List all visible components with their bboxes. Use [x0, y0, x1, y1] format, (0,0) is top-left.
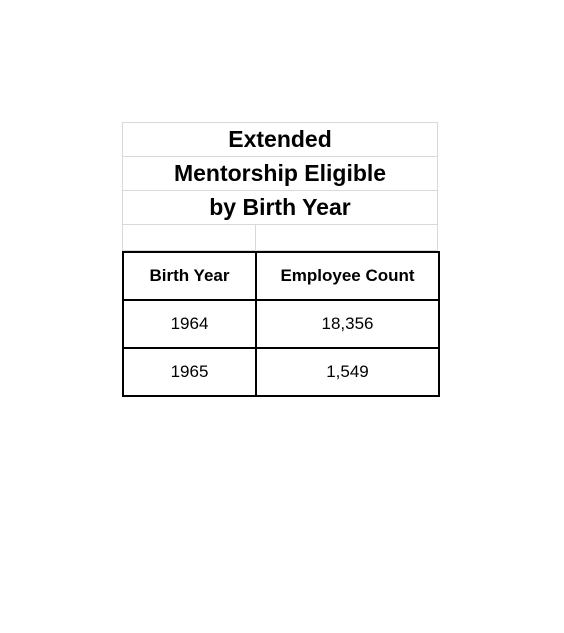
- spreadsheet-region: Extended Mentorship Eligible by Birth Ye…: [122, 122, 440, 397]
- title-cell-line-3[interactable]: by Birth Year: [122, 190, 438, 225]
- empty-cell[interactable]: [122, 224, 256, 251]
- title-cell-line-1[interactable]: Extended: [122, 122, 438, 157]
- cell-employee-count[interactable]: 18,356: [255, 299, 440, 349]
- cell-birth-year[interactable]: 1964: [122, 299, 257, 349]
- table-row: 1965 1,549: [122, 347, 440, 397]
- empty-row: [122, 224, 438, 251]
- title-line-1: Extended: [228, 126, 332, 152]
- data-table: Birth Year Employee Count 1964 18,356 19…: [122, 251, 440, 397]
- header-birth-year[interactable]: Birth Year: [122, 251, 257, 301]
- empty-cell[interactable]: [255, 224, 438, 251]
- cell-employee-count[interactable]: 1,549: [255, 347, 440, 397]
- table-row: 1964 18,356: [122, 299, 440, 349]
- table-header-row: Birth Year Employee Count: [122, 251, 440, 301]
- title-line-2: Mentorship Eligible: [173, 160, 387, 186]
- cell-birth-year[interactable]: 1965: [122, 347, 257, 397]
- header-employee-count[interactable]: Employee Count: [255, 251, 440, 301]
- title-cell-line-2[interactable]: Mentorship Eligible: [122, 156, 438, 191]
- title-line-3: by Birth Year: [209, 194, 351, 220]
